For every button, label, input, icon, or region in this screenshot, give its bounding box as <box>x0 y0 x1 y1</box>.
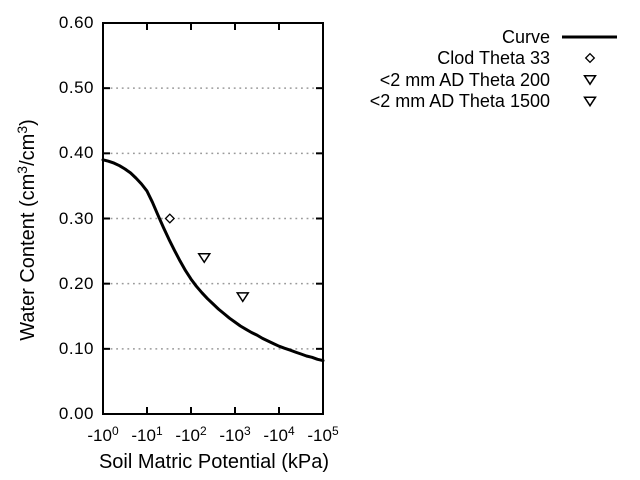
x-tick-exponent: 4 <box>287 424 295 438</box>
data-point-marker <box>164 213 176 224</box>
y-tick-label: 0.60 <box>58 13 94 32</box>
legend-label: <2 mm AD Theta 1500 <box>369 91 550 111</box>
x-tick-base: -10 <box>263 426 288 445</box>
y-tick-label: 0.50 <box>58 78 94 98</box>
x-tick-base: -10 <box>175 426 200 445</box>
y-axis-title-exponent: 3 <box>14 125 30 134</box>
x-tick-label: -103 <box>203 419 267 445</box>
y-axis-title-text: /cm <box>17 133 39 166</box>
x-tick-base: -10 <box>219 426 244 445</box>
x-tick-label: -105 <box>291 419 355 445</box>
y-tick-label: 0.40 <box>58 143 94 163</box>
y-axis-title-text: Water Content (cm <box>17 173 39 341</box>
data-point-marker <box>235 292 250 303</box>
x-tick-label: -100 <box>71 419 135 445</box>
x-tick-label: -102 <box>159 419 223 445</box>
y-tick-label: 0.00 <box>58 404 94 423</box>
legend-label: Curve <box>501 27 550 47</box>
y-tick-label: 0.10 <box>58 338 94 358</box>
y-axis-title-exponent: 3 <box>14 165 30 174</box>
x-tick-exponent: 2 <box>199 424 207 438</box>
x-tick-base: -10 <box>131 426 156 445</box>
plot-border <box>102 22 324 415</box>
x-axis-title: Soil Matric Potential (kPa) <box>98 451 330 473</box>
x-tick-label: -104 <box>247 419 311 445</box>
x-tick-base: -10 <box>87 426 112 445</box>
data-point-marker <box>197 253 212 264</box>
legend-marker <box>584 52 596 64</box>
x-tick-exponent: 0 <box>111 424 119 438</box>
legend-label: <2 mm AD Theta 200 <box>379 69 550 90</box>
x-tick-exponent: 5 <box>331 424 339 438</box>
y-axis-title: Water Content (cm3/cm3) <box>14 119 40 341</box>
y-tick-label: 0.20 <box>58 273 94 293</box>
y-tick-label: 0.30 <box>58 208 94 228</box>
x-tick-base: -10 <box>307 426 332 445</box>
legend-marker <box>583 74 597 86</box>
retention-curve <box>101 158 325 363</box>
x-tick-exponent: 3 <box>243 424 251 438</box>
legend-label: Clod Theta 33 <box>437 48 550 68</box>
legend-marker <box>583 96 597 108</box>
x-tick-label: -101 <box>115 419 179 445</box>
x-tick-exponent: 1 <box>155 424 163 438</box>
y-axis-title-text: ) <box>17 119 39 126</box>
